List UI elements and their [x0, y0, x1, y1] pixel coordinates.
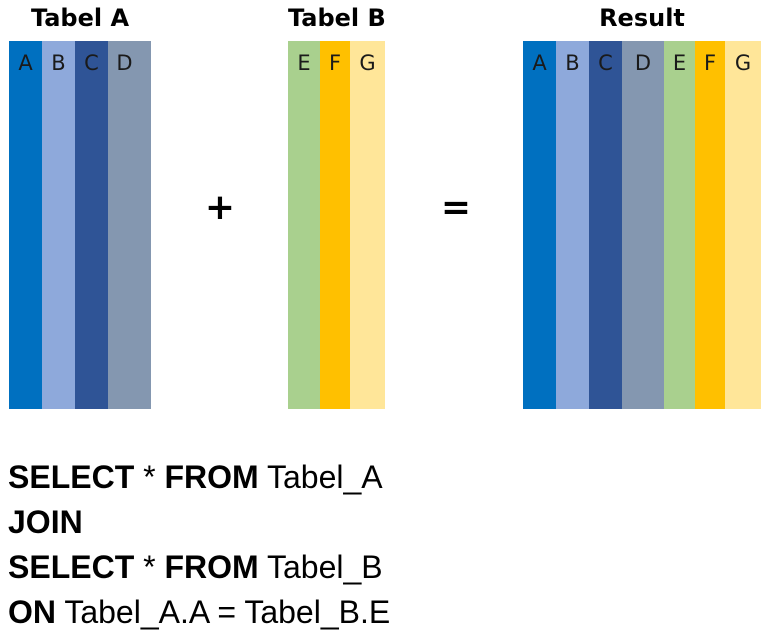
column-label: F	[703, 51, 717, 75]
sql-keyword: JOIN	[8, 504, 83, 540]
result-column-a: A	[523, 41, 556, 409]
column-label: C	[84, 51, 99, 75]
sql-line-2: JOIN	[8, 500, 390, 545]
sql-keyword: SELECT	[8, 459, 135, 495]
equals-operator: =	[440, 187, 472, 228]
column-label: D	[634, 51, 652, 75]
result-column-d: D	[622, 41, 664, 409]
sql-query: SELECT * FROM Tabel_A JOIN SELECT * FROM…	[8, 455, 390, 635]
table-a-column-c: C	[75, 41, 108, 409]
table-a-column-d: D	[108, 41, 151, 409]
sql-text: Tabel_B	[258, 549, 383, 585]
column-label: G	[734, 51, 752, 75]
table-b-column-e: E	[288, 41, 320, 409]
table-a-title: Tabel A	[30, 4, 130, 32]
table-b-columns: E F G	[288, 41, 385, 409]
table-b-title: Tabel B	[288, 4, 386, 32]
table-a-column-a: A	[9, 41, 42, 409]
result-columns: A B C D E F G	[523, 41, 761, 409]
sql-line-1: SELECT * FROM Tabel_A	[8, 455, 390, 500]
column-label: B	[51, 51, 66, 75]
table-b-column-f: F	[320, 41, 350, 409]
sql-text: Tabel_A	[258, 459, 383, 495]
table-a-column-b: B	[42, 41, 75, 409]
sql-text: *	[134, 549, 165, 585]
column-label: D	[116, 51, 133, 75]
sql-text: *	[134, 459, 165, 495]
column-label: A	[532, 51, 547, 75]
result-column-e: E	[664, 41, 695, 409]
result-column-b: B	[556, 41, 589, 409]
result-column-c: C	[589, 41, 622, 409]
sql-line-4: ON Tabel_A.A = Tabel_B.E	[8, 590, 390, 635]
sql-keyword: SELECT	[8, 549, 135, 585]
plus-operator: +	[204, 187, 236, 228]
column-label: A	[18, 51, 33, 75]
column-label: E	[672, 51, 687, 75]
result-column-f: F	[695, 41, 725, 409]
column-label: C	[598, 51, 613, 75]
column-label: B	[565, 51, 580, 75]
result-title: Result	[599, 4, 685, 32]
sql-keyword: FROM	[164, 459, 259, 495]
column-label: E	[297, 51, 311, 75]
column-label: G	[359, 51, 376, 75]
table-b-column-g: G	[350, 41, 385, 409]
result-column-g: G	[725, 41, 761, 409]
sql-keyword: ON	[8, 594, 56, 630]
table-a-columns: A B C D	[9, 41, 151, 409]
sql-text: Tabel_A.A = Tabel_B.E	[56, 594, 391, 630]
sql-line-3: SELECT * FROM Tabel_B	[8, 545, 390, 590]
column-label: F	[328, 51, 342, 75]
sql-keyword: FROM	[164, 549, 259, 585]
